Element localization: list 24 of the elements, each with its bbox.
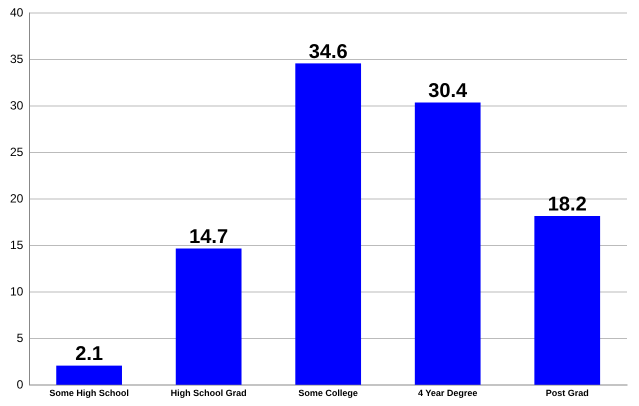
bar (176, 248, 242, 385)
x-tick-label: Some High School (49, 388, 129, 398)
y-tick-label: 25 (10, 145, 24, 160)
data-label: 34.6 (308, 40, 348, 63)
x-tick-label: 4 Year Degree (418, 388, 478, 398)
bar (295, 63, 362, 385)
y-tick-label: 40 (10, 6, 24, 20)
y-tick-label: 20 (10, 192, 24, 206)
y-tick-label: 35 (10, 52, 24, 66)
x-tick-label: Some College (298, 388, 358, 398)
y-tick-label: 15 (10, 238, 24, 252)
y-tick-label: 5 (16, 331, 24, 346)
data-label: 2.1 (75, 343, 104, 366)
data-label: 18.2 (548, 193, 587, 216)
y-tick-label: 30 (10, 98, 24, 113)
bar (56, 366, 122, 385)
y-tick-label: 10 (10, 284, 24, 299)
data-label: 14.7 (189, 226, 228, 248)
y-tick-label: 0 (16, 378, 24, 392)
x-tick-label: High School Grad (170, 388, 247, 398)
data-label: 30.4 (428, 80, 468, 102)
bar (414, 102, 481, 385)
x-tick-label: Post Grad (546, 388, 589, 398)
bar (534, 216, 600, 385)
